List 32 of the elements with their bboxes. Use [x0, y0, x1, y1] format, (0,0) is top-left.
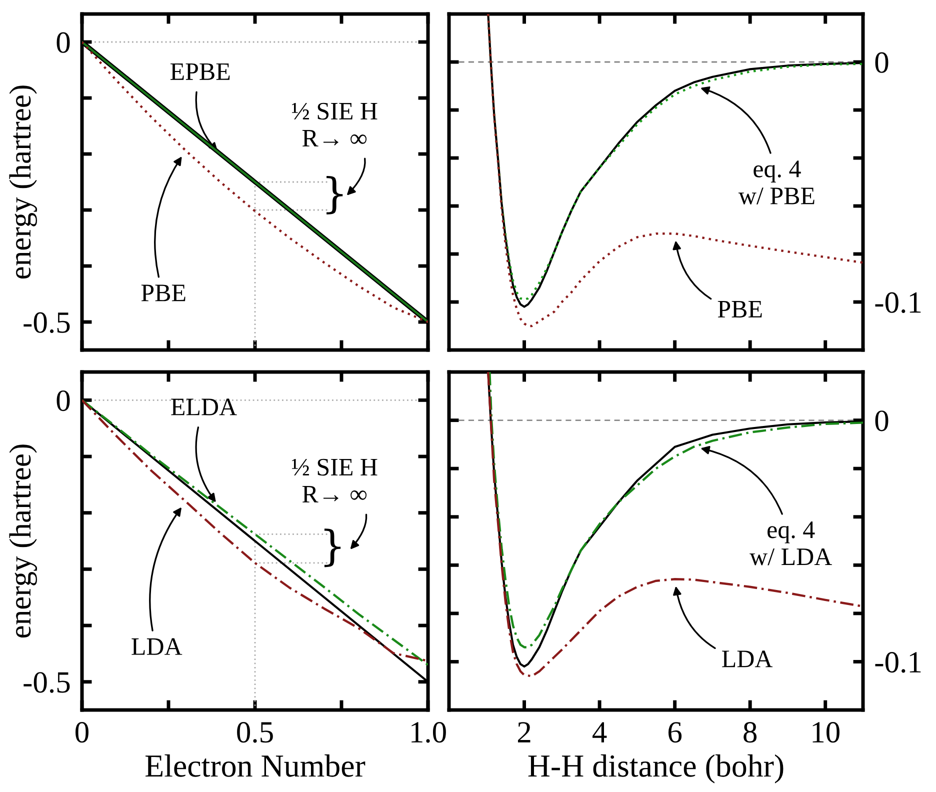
annotation: PBE — [141, 284, 186, 302]
y-tick-label: -0.1 — [875, 292, 921, 314]
x-axis-title: Electron Number — [145, 754, 366, 777]
y-axis-title: energy (hartree) — [9, 444, 38, 638]
x-tick-label: 0.5 — [237, 722, 273, 743]
annotation: LDA — [722, 650, 773, 668]
x-tick-label: 0 — [76, 722, 88, 743]
annotation: } — [326, 176, 343, 214]
x-tick-label: 1.0 — [412, 722, 446, 743]
x-tick-label: 6 — [668, 722, 682, 743]
x-tick-label: 4 — [592, 722, 607, 742]
y-tick-label: -0.5 — [24, 312, 70, 334]
annotation: LDA — [132, 638, 182, 655]
annotation: EPBE — [170, 63, 230, 80]
annotation: } — [324, 528, 341, 568]
annotation: ELDA — [171, 398, 237, 416]
annotation: PBE — [718, 301, 762, 318]
y-tick-label: -0.5 — [24, 672, 70, 693]
x-tick-label: 8 — [744, 722, 757, 743]
x-tick-label: 2 — [518, 722, 530, 742]
y-tick-label: 0 — [56, 32, 70, 53]
annotation: eq. 4 w/ LDA — [750, 522, 832, 566]
y-tick-label: -0.1 — [875, 652, 921, 673]
x-axis-title: H-H distance (bohr) — [528, 754, 784, 784]
annotation: ½ SIE H R→ ∞ — [292, 102, 378, 146]
y-tick-label: 0 — [875, 52, 888, 73]
annotation: ½ SIE H R→ ∞ — [292, 458, 378, 502]
annotation: eq. 4 w/ PBE — [738, 160, 814, 204]
x-tick-label: 10 — [812, 722, 840, 743]
y-axis-title: energy (hartree) — [9, 86, 38, 279]
y-tick-label: 0 — [875, 410, 888, 432]
y-tick-label: 0 — [56, 390, 70, 412]
